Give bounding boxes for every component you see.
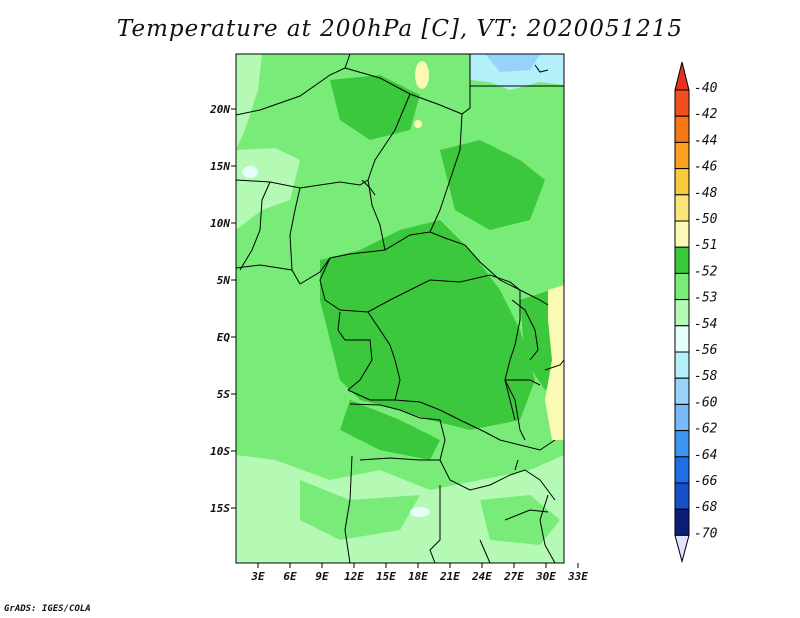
lon-label: 6E [283, 570, 297, 583]
colorbar-segment [674, 89, 690, 117]
latitude-axis: 20N 15N 10N 5N EQ 5S 10S 15S [209, 103, 236, 515]
colorbar-segment [674, 246, 690, 274]
colorbar-label: -66 [694, 474, 718, 489]
colorbar-label: -42 [694, 107, 718, 122]
colorbar-segment [674, 456, 690, 484]
lat-label: EQ [217, 331, 231, 344]
colorbar-segment [674, 482, 690, 510]
colorbar-label: -50 [694, 212, 718, 227]
map-title: Temperature at 200hPa [C], VT: 202005121… [116, 16, 684, 42]
colorbar-label: -44 [694, 133, 717, 148]
lon-label: 27E [503, 570, 524, 583]
lat-label: 5N [217, 274, 231, 287]
lon-label: 15E [376, 570, 396, 583]
lat-label: 5S [217, 388, 231, 401]
colorbar-segment [674, 272, 690, 301]
colorbar-segment [674, 351, 690, 379]
cool-region-west-sahel [236, 54, 262, 150]
colorbar-top-arrow [674, 61, 690, 91]
lat-label: 10N [210, 217, 230, 230]
colorbar-segment [674, 220, 690, 248]
colorbar-bottom-arrow [674, 534, 690, 564]
lat-label: 10S [210, 445, 230, 458]
lon-label: 30E [535, 570, 556, 583]
colorbar-label: -48 [694, 186, 718, 201]
colorbar-label: -68 [694, 500, 718, 515]
colorbar-segment [674, 194, 690, 222]
colorbar-label: -46 [694, 160, 718, 175]
colorbar-label: -60 [694, 395, 718, 410]
lon-label: 3E [250, 570, 265, 583]
lat-label: 15N [210, 160, 230, 173]
colorbar-label: -53 [694, 291, 717, 306]
credit-label: GrADS: IGES/COLA [4, 604, 91, 614]
colorbar-label: -58 [694, 369, 718, 384]
colorbar-label: -62 [694, 422, 718, 437]
lon-label: 24E [471, 570, 492, 583]
colorbar-segment [674, 325, 690, 353]
colorbar-label: -70 [694, 526, 718, 541]
colorbar-segment [674, 430, 690, 458]
lon-label: 33E [567, 570, 588, 583]
colorbar-label: -52 [694, 264, 718, 279]
colorbar-segment [674, 403, 690, 432]
colorbar-segment [674, 168, 690, 196]
warm-region-central [320, 220, 535, 430]
temperature-field [236, 54, 564, 563]
colorbar-label: -51 [694, 238, 717, 253]
colorbar-segment [674, 377, 690, 405]
colorbar-label: -54 [694, 317, 717, 332]
lon-label: 12E [344, 570, 364, 583]
map-frame [235, 53, 565, 564]
colorbar-segment [674, 141, 690, 170]
political-boundaries [236, 54, 564, 563]
colorbar-label: -64 [694, 448, 717, 463]
lon-label: 9E [315, 570, 329, 583]
lon-label: 18E [408, 570, 428, 583]
lat-label: 20N [209, 103, 230, 116]
lon-label: 21E [439, 570, 460, 583]
colorbar-segment [674, 508, 690, 536]
lat-label: 15S [210, 502, 230, 515]
colorbar-label: -40 [694, 81, 718, 96]
colorbar: -40 -42 -44 -46 -48 -50 -51 -52 -53 -54 -56 -58 -60 -… [674, 61, 718, 564]
colorbar-segment [674, 115, 690, 143]
warm-region-east [545, 285, 564, 440]
longitude-axis: 3E 6E 9E 12E 15E 18E 21E 24E 27E 30E 33E [250, 563, 588, 583]
colorbar-segment [674, 299, 690, 327]
colorbar-label: -56 [694, 343, 718, 358]
